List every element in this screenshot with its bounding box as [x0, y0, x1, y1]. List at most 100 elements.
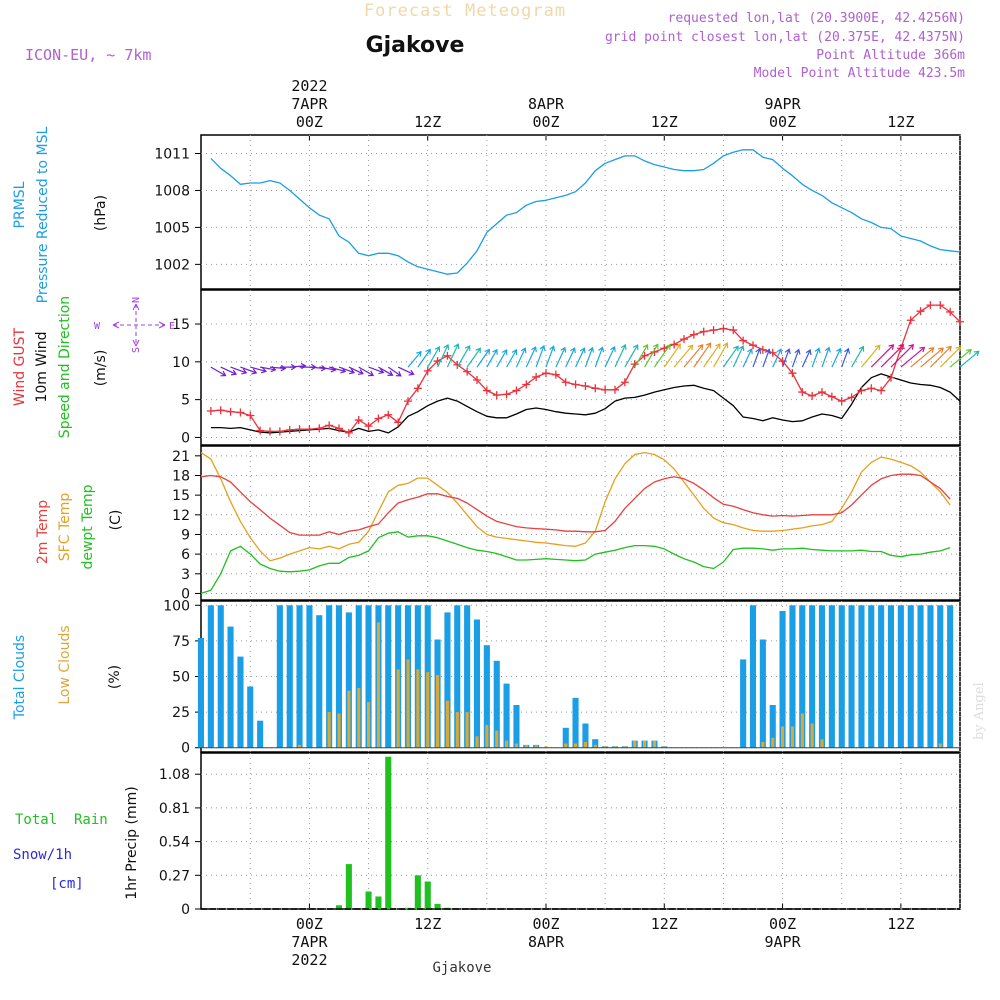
wind-direction-arrow — [427, 346, 441, 368]
total-cloud-bar — [878, 605, 885, 748]
total-cloud-bar — [444, 612, 451, 748]
snow-unit-label: [cm] — [50, 876, 84, 892]
low-cloud-bar — [357, 687, 361, 748]
wind-direction-arrow — [624, 344, 639, 368]
wind-direction-arrow — [831, 347, 842, 368]
wind-direction-arrow — [575, 347, 586, 368]
bottom-axis-label: 7APR — [291, 933, 328, 951]
wind-direction-arrow — [860, 344, 881, 368]
wind-frame — [200, 289, 961, 446]
wind-direction-arrow — [496, 349, 508, 368]
total-cloud-bar — [592, 739, 599, 748]
wind-direction-arrow — [446, 343, 460, 368]
rain-bar — [345, 864, 352, 909]
wind-gust-marker — [857, 386, 866, 395]
low-cloud-bar — [810, 723, 814, 748]
total-cloud-bar — [483, 645, 490, 748]
wind-gust-marker — [512, 386, 521, 395]
wind-gust-marker — [246, 411, 255, 420]
pressure-unit: (hPa) — [93, 195, 109, 231]
bottom-axis-label: 12Z — [887, 915, 914, 933]
temperature-ytick-label: 12 — [172, 508, 190, 524]
total-cloud-bar — [365, 605, 372, 748]
total-cloud-bar — [887, 605, 894, 748]
wind-direction-arrow — [782, 348, 791, 368]
total-cloud-bar — [937, 605, 944, 748]
total-cloud-bar — [247, 686, 254, 748]
wind-gust-marker — [926, 301, 935, 310]
total-cloud-bar — [848, 605, 855, 748]
wind-gust-marker — [463, 367, 472, 376]
wind-direction-arrow — [693, 342, 712, 368]
wind-direction-arrow — [653, 343, 671, 368]
low-cloud-bar — [574, 743, 578, 748]
wind-gust-marker — [295, 425, 304, 434]
precip-ytick-label: 0.54 — [159, 835, 190, 851]
wind-direction-arrow — [358, 366, 375, 377]
wind-unit: (m/s) — [93, 350, 109, 387]
wind-gust-marker — [788, 369, 797, 378]
wind-speed-line — [210, 373, 961, 434]
wind-gust-marker — [266, 427, 274, 436]
pressure-label-1: PRMSL — [12, 181, 28, 228]
wind-10m-label: 10m Wind — [34, 331, 50, 402]
wind-direction-arrow — [920, 347, 944, 368]
rain-bar — [335, 905, 342, 909]
precip-unit: 1hr Precip (mm) — [124, 786, 140, 899]
sfc-temp-label: SFC Temp — [57, 493, 73, 562]
compass-rose: N S W E — [94, 297, 175, 353]
wind-direction-arrow — [880, 344, 905, 368]
wind-direction-arrow — [713, 342, 729, 368]
wind-gust-marker — [522, 380, 531, 389]
wind-ytick-label: 15 — [172, 317, 190, 333]
wind-direction-arrow — [437, 343, 450, 368]
snow-label: Snow/1h — [13, 847, 72, 863]
precip-ytick-label: 0.27 — [159, 868, 190, 884]
wind-gust-marker — [739, 336, 748, 345]
pressure-plot: 1002 1005 1008 1011 — [154, 134, 961, 290]
low-cloud-bar — [524, 744, 528, 748]
wind-direction-arrow — [811, 347, 821, 368]
total-cloud-bar — [335, 605, 342, 748]
wind-direction-arrow — [535, 344, 546, 368]
wind-gust-marker — [827, 392, 836, 401]
temperature-ytick-label: 9 — [181, 527, 190, 543]
low-cloud-bar — [298, 744, 302, 748]
wind-direction-arrow — [663, 343, 681, 368]
total-cloud-bar — [749, 605, 756, 748]
low-cloud-bar — [938, 743, 942, 748]
total-cloud-bar — [769, 705, 776, 748]
wind-gust-marker — [601, 385, 610, 394]
point-altitude: Point Altitude 366m — [816, 48, 965, 63]
total-cloud-bar — [227, 626, 234, 748]
pressure-ytick-label: 1005 — [154, 220, 190, 236]
wind-gust-marker — [364, 422, 373, 431]
low-cloud-bar — [376, 622, 380, 748]
bottom-axis-label: 12Z — [414, 915, 441, 933]
wind-direction-arrow — [801, 348, 812, 368]
precip-frame — [200, 752, 961, 910]
wind-direction-arrow — [240, 366, 258, 375]
wind-direction-arrow — [772, 348, 783, 368]
wind-gust-marker — [906, 316, 915, 325]
bottom-axis-label: 00Z — [296, 915, 323, 933]
wind-direction-arrow — [466, 347, 481, 368]
top-axis-label: 00Z — [296, 113, 323, 131]
low-cloud-bar — [603, 746, 607, 748]
total-cloud-bar — [868, 605, 875, 748]
low-cloud-bar — [583, 742, 587, 748]
temperature-ytick-label: 18 — [172, 468, 190, 484]
wind-direction-arrow — [762, 348, 771, 368]
top-axis-label: 12Z — [414, 113, 441, 131]
wind-direction-label: Speed and Direction — [57, 296, 73, 438]
low-cloud-bar — [771, 737, 775, 748]
wind-direction-arrow — [939, 346, 962, 368]
top-axis-label: 00Z — [532, 113, 559, 131]
rain-bar — [434, 904, 441, 909]
wind-gust-marker — [551, 370, 560, 379]
wind-direction-arrow — [417, 348, 431, 368]
wind-direction-arrow — [614, 343, 627, 368]
total-cloud-bar — [345, 612, 352, 748]
wind-gust-marker — [354, 416, 363, 425]
low-cloud-bar — [416, 669, 420, 748]
